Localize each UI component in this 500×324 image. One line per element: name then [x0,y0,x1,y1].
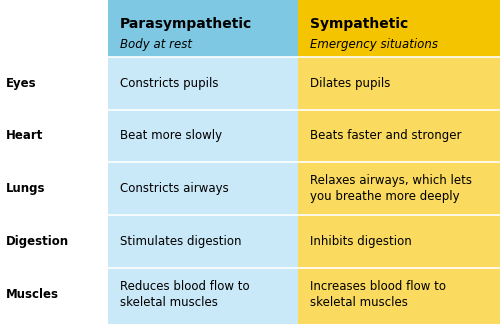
Text: Body at rest: Body at rest [120,38,192,51]
Text: Constricts pupils: Constricts pupils [120,76,218,90]
Text: Parasympathetic: Parasympathetic [120,17,252,31]
Text: Eyes: Eyes [6,76,36,90]
Text: Digestion: Digestion [6,235,69,248]
Text: Lungs: Lungs [6,182,46,195]
Text: Constricts airways: Constricts airways [120,182,229,195]
Text: Emergency situations: Emergency situations [310,38,438,51]
Text: Beats faster and stronger: Beats faster and stronger [310,129,462,143]
Text: Sympathetic: Sympathetic [310,17,408,31]
Text: Dilates pupils: Dilates pupils [310,76,390,90]
Bar [298,321,500,324]
Bar [298,57,500,321]
Bar [108,57,298,321]
Text: Relaxes airways, which lets
you breathe more deeply: Relaxes airways, which lets you breathe … [310,174,472,203]
Bar [0,0,108,324]
Text: Inhibits digestion: Inhibits digestion [310,235,412,248]
Text: Increases blood flow to
skeletal muscles: Increases blood flow to skeletal muscles [310,280,446,309]
Text: Stimulates digestion: Stimulates digestion [120,235,242,248]
Bar [108,0,298,57]
Bar [298,0,500,57]
Text: Heart: Heart [6,129,44,143]
Bar [108,321,298,324]
Text: Beat more slowly: Beat more slowly [120,129,222,143]
Text: Reduces blood flow to
skeletal muscles: Reduces blood flow to skeletal muscles [120,280,250,309]
Text: Muscles: Muscles [6,288,59,301]
